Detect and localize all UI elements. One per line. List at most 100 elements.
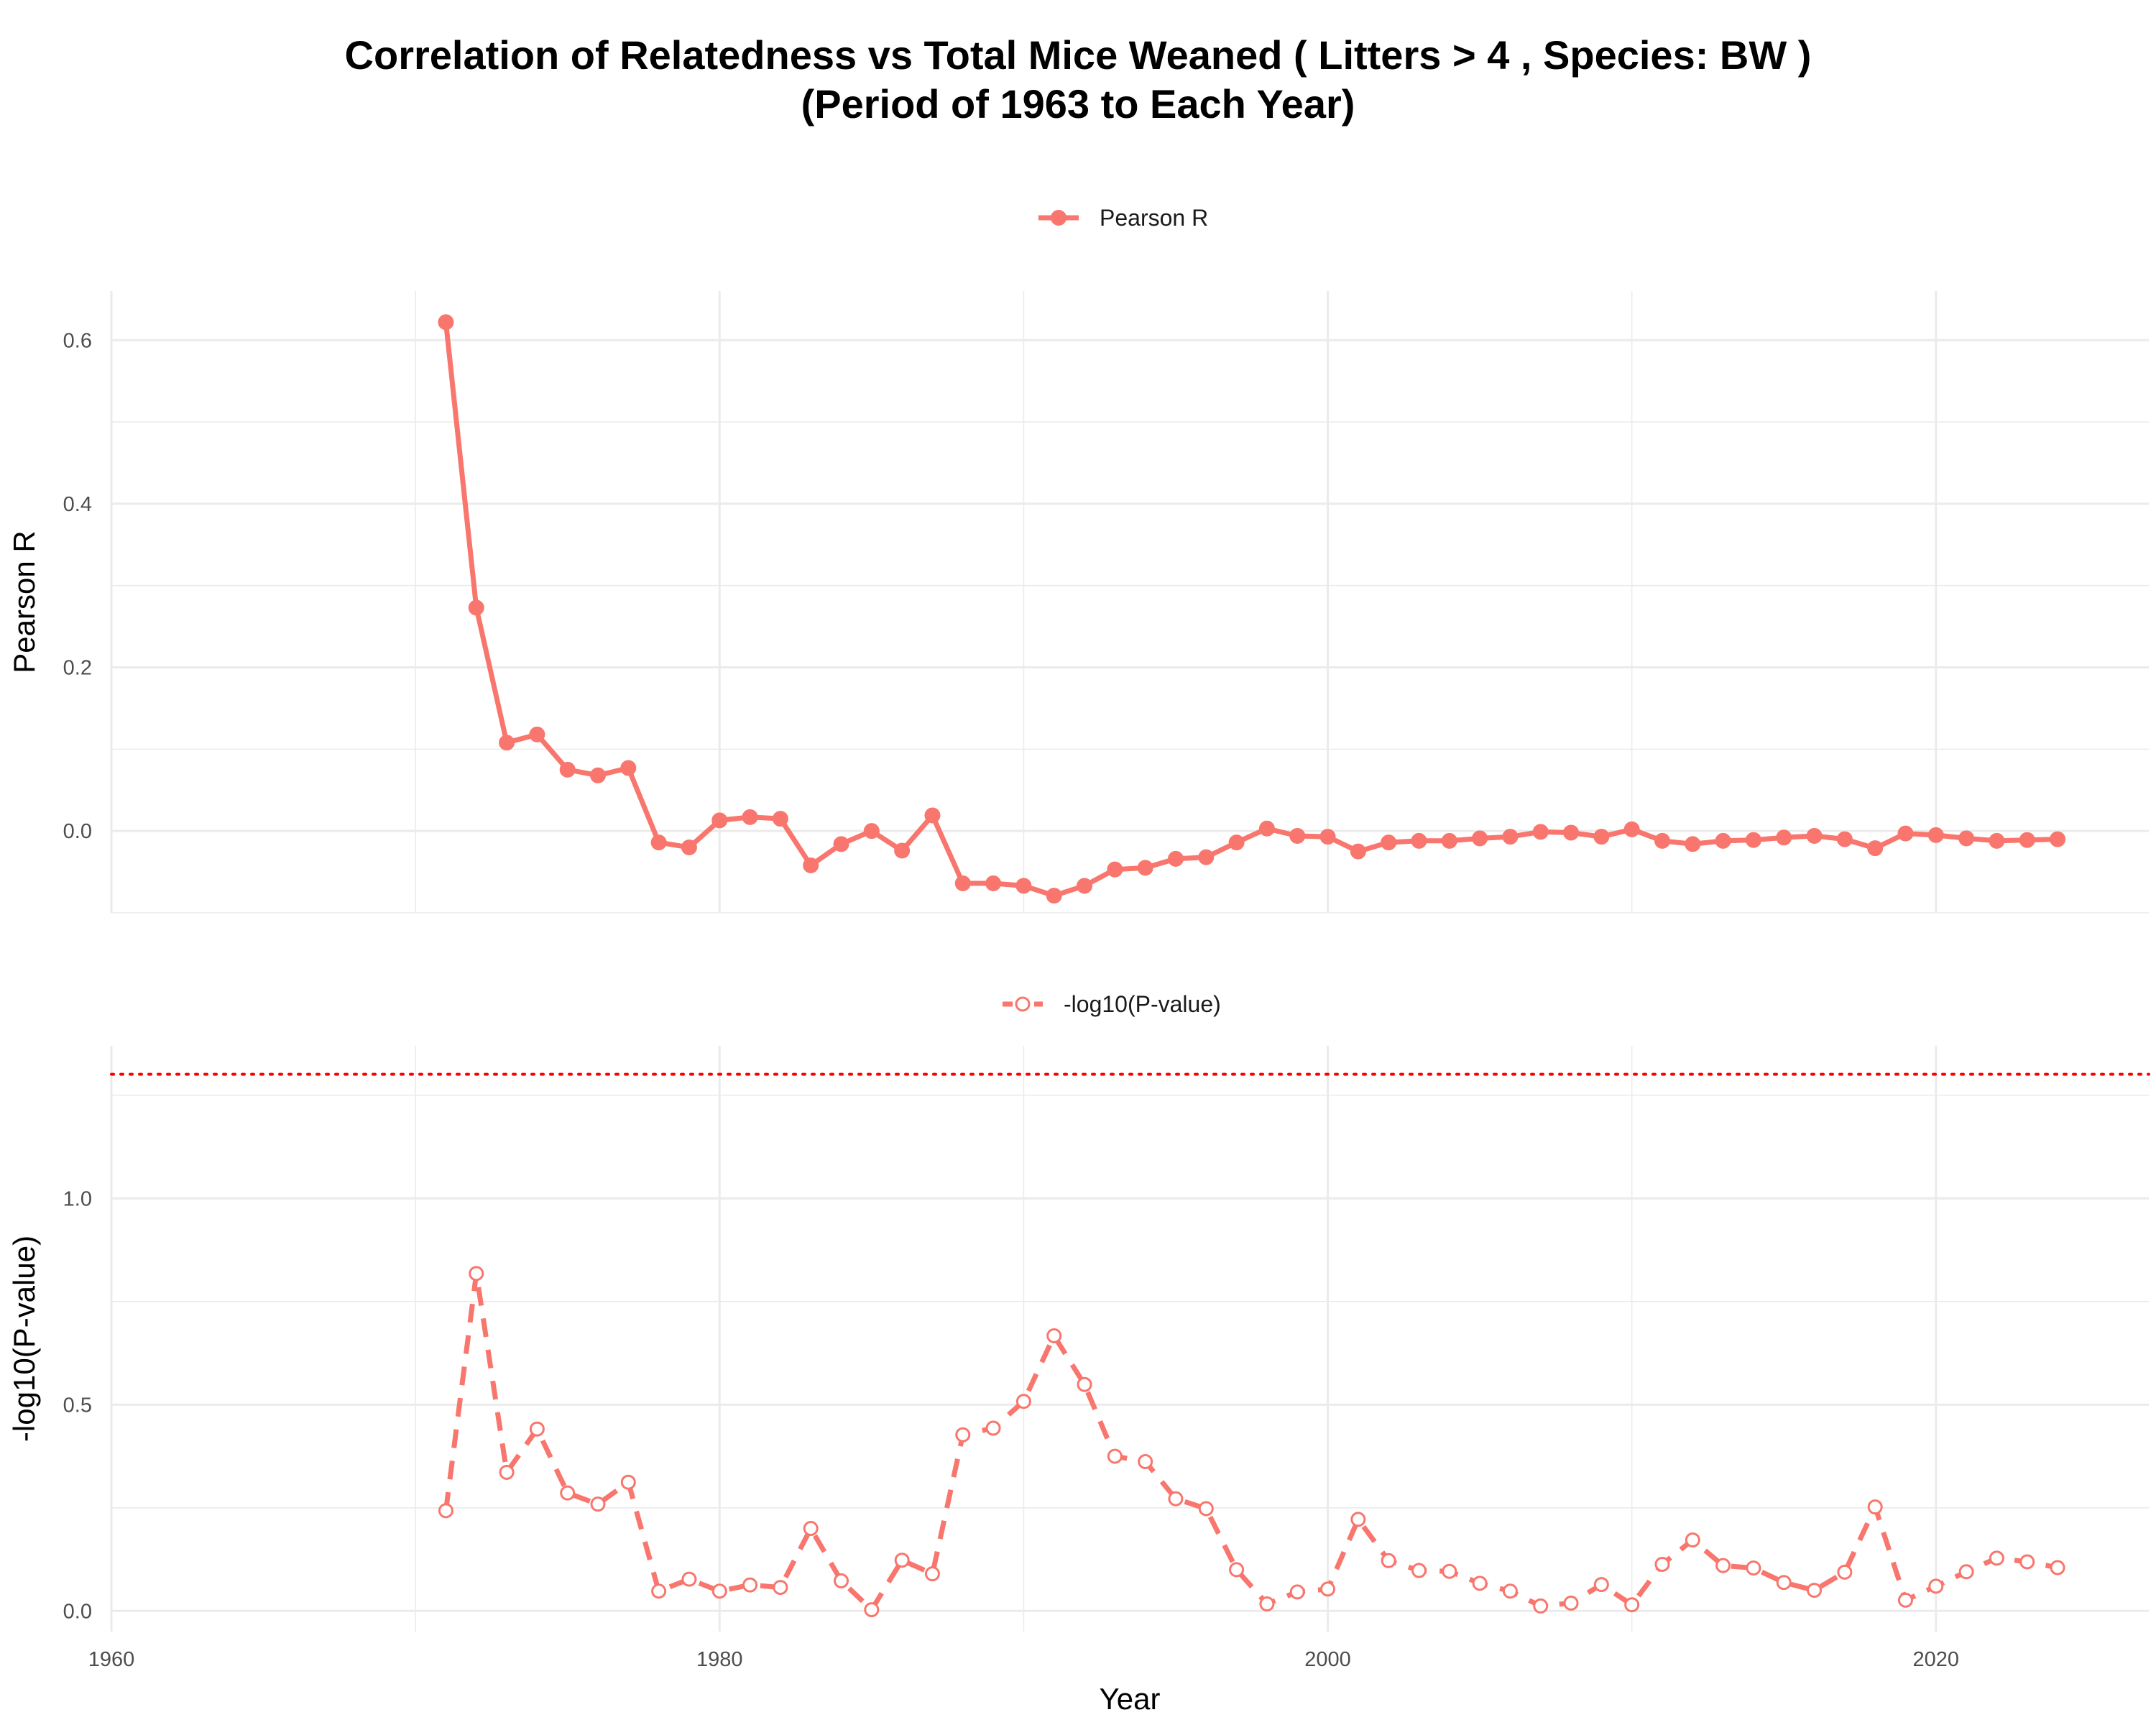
pvalue-data-point xyxy=(1654,1556,1670,1572)
pearson-data-point xyxy=(1381,834,1397,851)
pearson-data-point xyxy=(1593,829,1610,845)
pearson-data-point xyxy=(1258,820,1275,837)
pvalue-data-point xyxy=(1077,1376,1092,1392)
pvalue-ytick-label: 0.0 xyxy=(63,1600,92,1623)
pvalue-ytick-label: 1.0 xyxy=(63,1187,92,1210)
pearson-data-point xyxy=(863,823,880,840)
pvalue-xtick-label: 1980 xyxy=(696,1648,743,1671)
pearson-data-point xyxy=(1046,888,1062,904)
pearson-data-point xyxy=(1411,832,1427,849)
pvalue-data-point xyxy=(924,1566,940,1582)
pearson-data-point xyxy=(985,875,1002,892)
pearson-ytick-label: 0.0 xyxy=(63,820,92,843)
pvalue-xtick-label: 1960 xyxy=(88,1648,135,1671)
pearson-data-point xyxy=(1167,850,1184,867)
pvalue-data-point xyxy=(1350,1512,1366,1527)
pearson-data-point xyxy=(559,761,576,778)
pvalue-xtick-label: 2020 xyxy=(1913,1648,1960,1671)
pearson-data-point xyxy=(1806,828,1823,845)
pearson-data-point xyxy=(803,857,819,873)
chart-title-line-2: (Period of 1963 to Each Year) xyxy=(801,81,1355,126)
pearson-data-point xyxy=(499,735,515,751)
pearson-data-point xyxy=(1776,829,1792,846)
pvalue-data-point xyxy=(1837,1564,1853,1580)
pearson-data-point xyxy=(711,812,728,829)
pearson-data-point xyxy=(681,839,697,855)
pearson-data-point xyxy=(2019,832,2035,848)
pearson-data-point xyxy=(1289,828,1306,845)
pearson-data-point xyxy=(1867,840,1884,857)
pvalue-data-point xyxy=(864,1602,880,1618)
pearson-data-point xyxy=(1472,830,1488,847)
pearson-data-point xyxy=(1228,834,1245,851)
pearson-data-point xyxy=(2050,831,2066,847)
pvalue-data-point xyxy=(894,1552,910,1568)
pvalue-data-point xyxy=(1198,1501,1214,1517)
pvalue-data-point xyxy=(681,1571,697,1587)
pvalue-data-point xyxy=(651,1583,667,1599)
pearson-legend-marker xyxy=(1051,210,1067,226)
pearson-data-point xyxy=(1563,824,1580,841)
pvalue-data-point xyxy=(1411,1563,1427,1578)
pearson-data-point xyxy=(1077,878,1093,894)
pvalue-data-point xyxy=(560,1485,576,1501)
pearson-data-point xyxy=(590,767,607,783)
pvalue-data-point xyxy=(1685,1532,1700,1548)
pvalue-data-point xyxy=(1807,1583,1823,1598)
pvalue-data-point xyxy=(803,1521,819,1537)
pvalue-data-point xyxy=(1533,1598,1549,1614)
pvalue-ytick-label: 0.5 xyxy=(63,1394,92,1417)
pearson-data-point xyxy=(1836,831,1853,847)
pvalue-data-point xyxy=(2050,1560,2065,1576)
chart-title-line-1: Correlation of Relatedness vs Total Mice… xyxy=(345,32,1812,78)
pvalue-data-point xyxy=(590,1496,606,1512)
pvalue-data-point xyxy=(773,1580,788,1596)
pearson-data-point xyxy=(1958,830,1975,847)
pearson-data-point xyxy=(468,599,484,616)
pvalue-data-point xyxy=(1381,1552,1396,1568)
pearson-data-point xyxy=(833,836,849,852)
pvalue-data-point xyxy=(1624,1597,1640,1613)
pvalue-data-point xyxy=(1472,1576,1488,1591)
pearson-data-point xyxy=(772,811,788,827)
pearson-r-panel: 0.0 0.2 0.4 0.6 Pearson R Pearson R xyxy=(7,205,2149,914)
pearson-y-axis-title: Pearson R xyxy=(7,530,41,673)
pearson-data-point xyxy=(954,875,971,892)
pvalue-data-point xyxy=(1289,1584,1305,1600)
pvalue-data-point xyxy=(620,1474,636,1490)
pearson-data-point xyxy=(1107,861,1123,878)
pearson-data-point xyxy=(1502,829,1519,845)
pvalue-data-point xyxy=(529,1421,545,1437)
pearson-data-point xyxy=(438,314,454,331)
pvalue-legend-label: -log10(P-value) xyxy=(1064,991,1221,1017)
pearson-data-point xyxy=(1137,860,1153,876)
pearson-data-point xyxy=(894,842,911,859)
pvalue-data-point xyxy=(1015,1394,1031,1409)
pearson-data-point xyxy=(1745,832,1761,848)
pvalue-series-line xyxy=(443,1271,2058,1613)
pearson-data-point xyxy=(529,726,545,742)
pearson-ytick-label: 0.6 xyxy=(63,329,92,352)
pvalue-data-point xyxy=(1715,1558,1731,1573)
pvalue-data-point xyxy=(711,1583,727,1599)
pvalue-data-point xyxy=(1046,1328,1062,1343)
pearson-legend-label: Pearson R xyxy=(1100,205,1208,231)
pearson-data-point xyxy=(1927,827,1944,843)
pearson-data-point xyxy=(1897,825,1914,842)
pvalue-data-point xyxy=(1746,1560,1761,1576)
pearson-data-point xyxy=(650,834,667,851)
pearson-data-point xyxy=(1685,836,1701,852)
pearson-data-point xyxy=(1715,832,1731,849)
pvalue-data-point xyxy=(438,1503,453,1519)
pvalue-y-axis-title: -log10(P-value) xyxy=(7,1236,41,1442)
pearson-data-point xyxy=(1989,832,2005,849)
pvalue-x-axis-title: Year xyxy=(1100,1682,1161,1716)
pearson-data-point xyxy=(1654,832,1670,849)
pearson-ytick-label: 0.4 xyxy=(63,493,92,516)
pvalue-data-point xyxy=(834,1573,849,1588)
pvalue-data-point xyxy=(469,1266,484,1282)
pvalue-data-point xyxy=(1593,1577,1609,1593)
pvalue-xtick-label: 2000 xyxy=(1304,1648,1351,1671)
pearson-ytick-label: 0.2 xyxy=(63,657,92,680)
